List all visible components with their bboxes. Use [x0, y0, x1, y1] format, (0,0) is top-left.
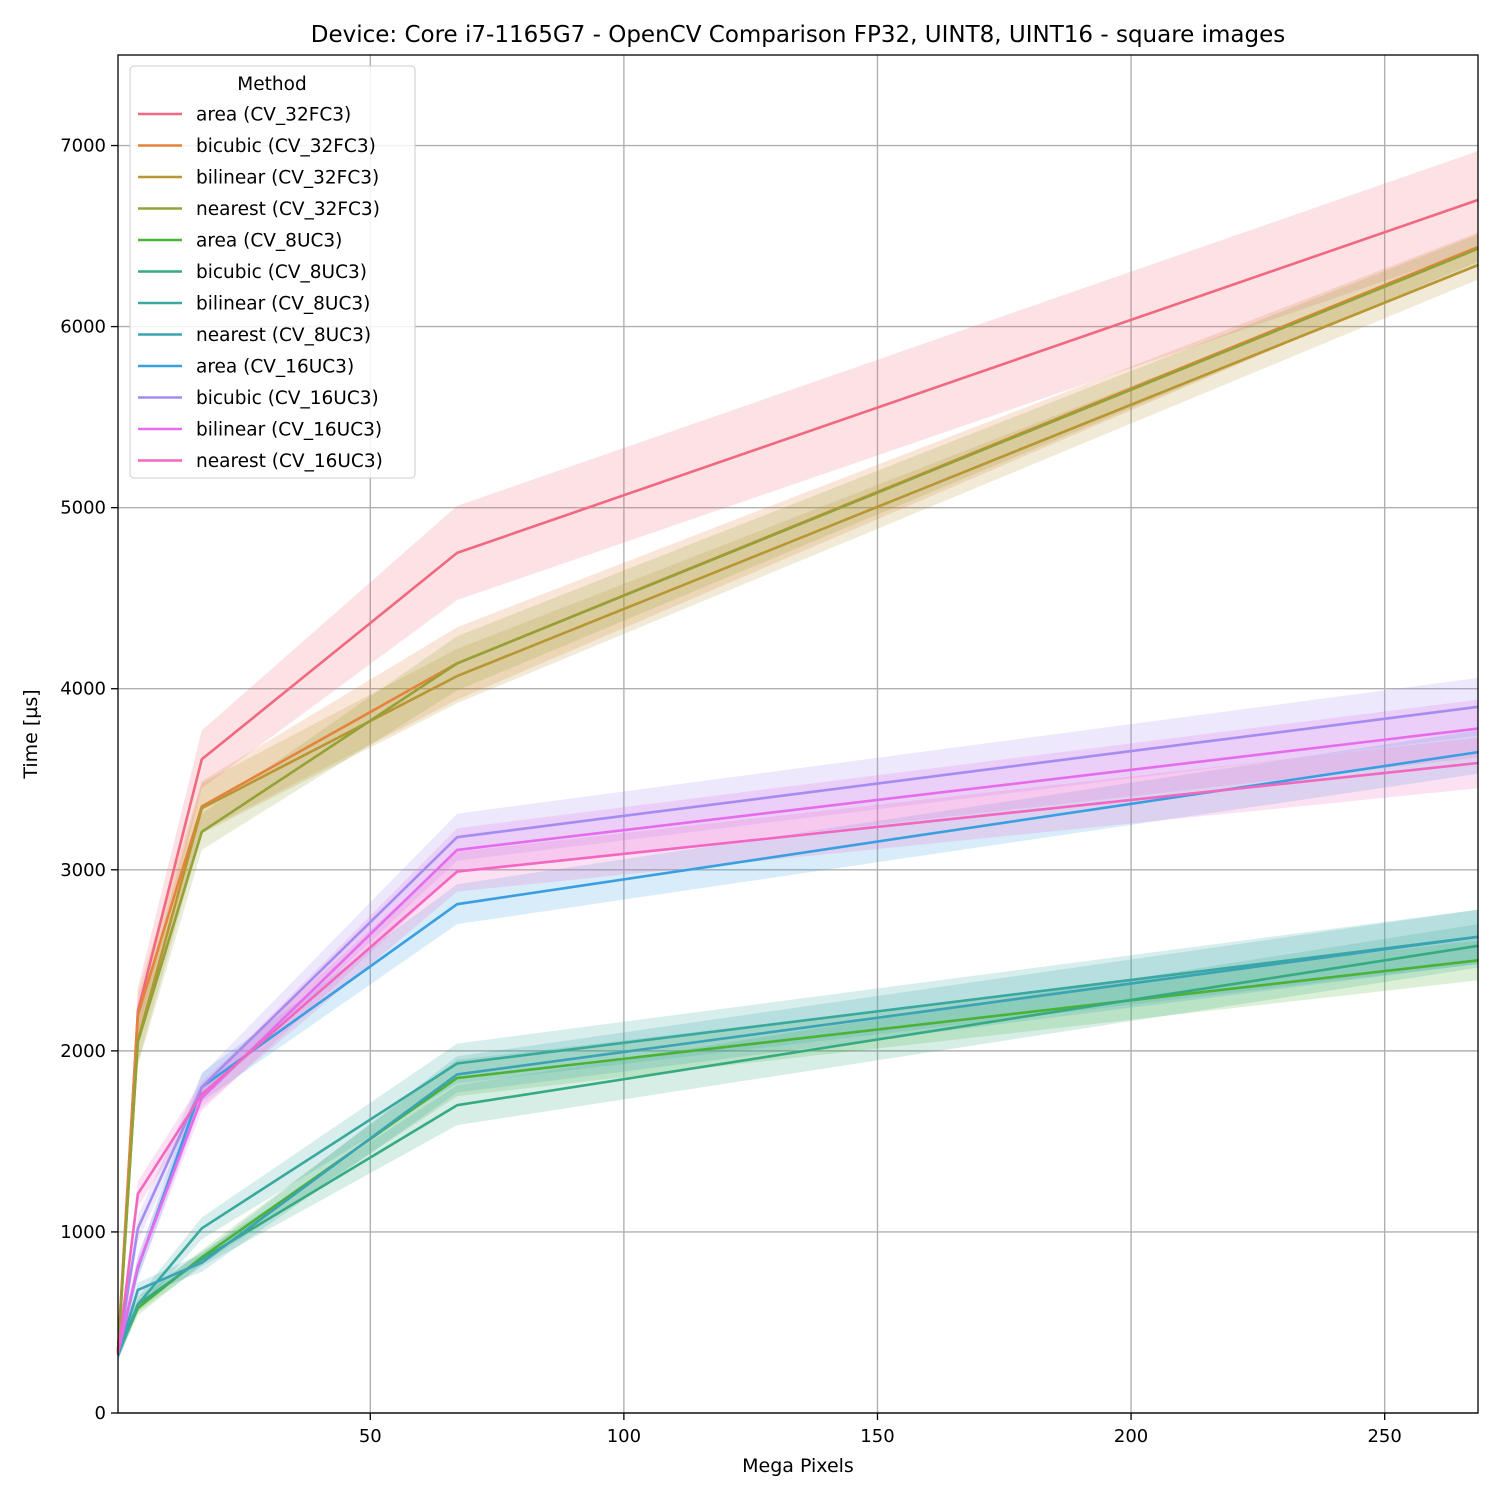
legend-label-0: area (CV_32FC3) — [196, 105, 351, 126]
legend-label-9: bicubic (CV_16UC3) — [196, 388, 379, 409]
legend-label-3: nearest (CV_32FC3) — [196, 199, 380, 220]
legend-box — [129, 65, 416, 479]
line-series-3 — [116, 247, 1479, 1352]
y-tick-label-5: 5000 — [60, 498, 106, 519]
x-axis-label: Mega Pixels — [742, 1455, 854, 1477]
line-series-11 — [116, 761, 1479, 1354]
x-tick-label-4: 250 — [1367, 1426, 1401, 1447]
legend: Method area (CV_32FC3)bicubic (CV_32FC3)… — [129, 65, 416, 479]
line-series-10 — [116, 727, 1479, 1354]
legend-label-4: area (CV_8UC3) — [196, 231, 342, 252]
x-tick-label-0: 50 — [359, 1426, 382, 1447]
legend-label-5: bicubic (CV_8UC3) — [196, 262, 367, 283]
band-series-0 — [118, 151, 1479, 1361]
x-tick-label-2: 150 — [860, 1426, 894, 1447]
x-tick-label-3: 200 — [1114, 1426, 1148, 1447]
axis-ticks: 50 100 150 200 250 0 1000 2000 3000 4000 5000 6000 7… — [60, 136, 1402, 1447]
line-series-9 — [116, 705, 1479, 1354]
y-tick-label-7: 7000 — [60, 136, 106, 157]
y-tick-label-0: 0 — [95, 1403, 106, 1424]
legend-label-11: nearest (CV_16UC3) — [196, 451, 383, 472]
chart-title: Device: Core i7-1165G7 - OpenCV Comparis… — [311, 22, 1286, 48]
line-series-6 — [116, 935, 1479, 1356]
x-tick-label-1: 100 — [607, 1426, 641, 1447]
series-lines — [116, 198, 1479, 1356]
legend-label-6: bilinear (CV_8UC3) — [196, 294, 370, 315]
y-axis-label: Time [µs] — [20, 689, 42, 779]
y-tick-label-2: 2000 — [60, 1041, 106, 1062]
band-series-4 — [118, 940, 1479, 1359]
band-series-10 — [118, 699, 1479, 1361]
y-tick-label-6: 6000 — [60, 317, 106, 338]
legend-label-1: bicubic (CV_32FC3) — [196, 136, 376, 157]
y-tick-label-4: 4000 — [60, 679, 106, 700]
band-series-8 — [118, 730, 1479, 1361]
line-series-7 — [116, 935, 1479, 1356]
legend-label-7: nearest (CV_8UC3) — [196, 325, 371, 346]
plot-frame — [117, 54, 1479, 1414]
y-tick-label-1: 1000 — [60, 1222, 106, 1243]
legend-title: Method — [237, 74, 306, 95]
band-series-11 — [118, 737, 1479, 1361]
legend-label-2: bilinear (CV_32FC3) — [196, 168, 379, 189]
legend-label-8: area (CV_16UC3) — [196, 357, 354, 378]
y-tick-label-3: 3000 — [60, 860, 106, 881]
legend-label-10: bilinear (CV_16UC3) — [196, 420, 382, 441]
